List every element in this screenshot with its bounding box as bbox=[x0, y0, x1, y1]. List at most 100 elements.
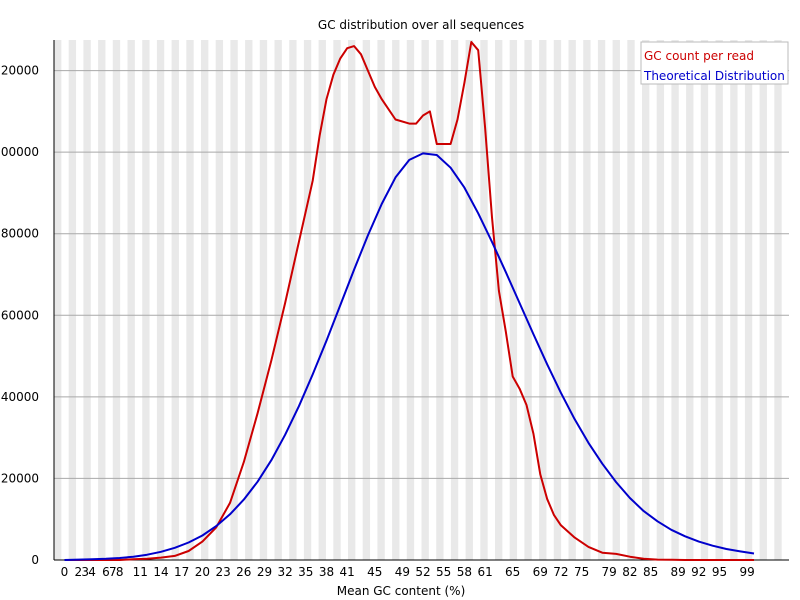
stripe bbox=[377, 40, 385, 560]
stripe bbox=[671, 40, 679, 560]
stripe bbox=[112, 40, 121, 560]
stripe bbox=[495, 40, 503, 560]
x-tick-label: 14 bbox=[153, 565, 168, 579]
x-tick-label: 8 bbox=[116, 565, 124, 579]
x-tick-label: 79 bbox=[602, 565, 617, 579]
stripe bbox=[568, 40, 576, 560]
y-tick-label: 80000 bbox=[1, 227, 39, 241]
stripe bbox=[142, 40, 150, 560]
legend-box bbox=[640, 41, 789, 85]
x-tick-label: 17 bbox=[174, 565, 189, 579]
x-tick-label: 82 bbox=[622, 565, 637, 579]
legend: GC count per read Theoretical Distributi… bbox=[640, 41, 789, 85]
stripe bbox=[700, 40, 709, 560]
stripe bbox=[289, 40, 297, 560]
x-tick-label: 3 bbox=[81, 565, 89, 579]
y-tick-label: 40000 bbox=[1, 390, 39, 404]
y-tick-label: 120000 bbox=[0, 64, 39, 78]
x-tick-label: 41 bbox=[340, 565, 355, 579]
x-tick-label: 99 bbox=[739, 565, 754, 579]
x-tick-label: 65 bbox=[505, 565, 520, 579]
stripe bbox=[171, 40, 179, 560]
stripe bbox=[333, 40, 341, 560]
stripe bbox=[509, 40, 518, 560]
legend-item-theoretical: Theoretical Distribution bbox=[643, 69, 785, 83]
stripe bbox=[156, 40, 165, 560]
series-line-gc-count bbox=[64, 41, 754, 561]
x-tick-label: 32 bbox=[277, 565, 292, 579]
stripe bbox=[715, 40, 723, 560]
stripe bbox=[303, 40, 312, 560]
series-line-theoretical bbox=[64, 152, 755, 561]
x-tick-label: 29 bbox=[257, 565, 272, 579]
x-tick-label: 35 bbox=[298, 565, 313, 579]
x-tick-label: 7 bbox=[109, 565, 117, 579]
x-tick-label: 55 bbox=[436, 565, 451, 579]
x-tick-label: 75 bbox=[574, 565, 589, 579]
stripe bbox=[450, 40, 459, 560]
stripe bbox=[98, 40, 106, 560]
x-tick-label: 45 bbox=[367, 565, 382, 579]
stripe bbox=[348, 40, 356, 560]
stripe bbox=[553, 40, 562, 560]
y-tick-label: 60000 bbox=[1, 308, 39, 322]
x-tick-label: 2 bbox=[74, 565, 82, 579]
stripe bbox=[421, 40, 429, 560]
x-tick-label: 52 bbox=[415, 565, 430, 579]
stripe bbox=[245, 40, 253, 560]
x-tick-label: 11 bbox=[133, 565, 148, 579]
legend-item-gc-count: GC count per read bbox=[644, 49, 754, 63]
x-tick-label: 38 bbox=[319, 565, 334, 579]
background-stripes bbox=[54, 40, 782, 560]
x-tick-label: 92 bbox=[691, 565, 706, 579]
stripe bbox=[83, 40, 91, 560]
stripe bbox=[583, 40, 591, 560]
stripe bbox=[392, 40, 400, 560]
y-tick-label: 20000 bbox=[1, 471, 39, 485]
stripe bbox=[186, 40, 194, 560]
x-tick-label: 85 bbox=[643, 565, 658, 579]
y-tick-labels: 0 20000 40000 60000 80000 100000 120000 bbox=[0, 64, 39, 567]
y-tick-label: 100000 bbox=[0, 145, 39, 159]
stripe bbox=[759, 40, 767, 560]
x-tick-label: 4 bbox=[88, 565, 96, 579]
stripe bbox=[480, 40, 488, 560]
stripe bbox=[68, 40, 77, 560]
x-tick-label: 69 bbox=[533, 565, 548, 579]
stripe bbox=[465, 40, 473, 560]
x-tick-label: 6 bbox=[102, 565, 110, 579]
stripe bbox=[612, 40, 620, 560]
chart-title: GC distribution over all sequences bbox=[318, 18, 524, 32]
stripe bbox=[686, 40, 694, 560]
x-tick-label: 23 bbox=[215, 565, 230, 579]
stripe bbox=[230, 40, 238, 560]
stripe bbox=[318, 40, 326, 560]
x-tick-label: 95 bbox=[712, 565, 727, 579]
x-tick-label: 49 bbox=[395, 565, 410, 579]
x-tick-label: 58 bbox=[457, 565, 472, 579]
x-axis-label: Mean GC content (%) bbox=[337, 584, 466, 598]
stripe bbox=[274, 40, 282, 560]
stripe bbox=[524, 40, 532, 560]
x-tick-labels: 0 2 3 4 6 7 8 11 14 17 20 23 26 29 32 35 38 41 45 49 52 55 58 6… bbox=[61, 565, 755, 579]
x-tick-label: 20 bbox=[195, 565, 210, 579]
stripe bbox=[54, 40, 62, 560]
stripe bbox=[642, 40, 650, 560]
stripe bbox=[362, 40, 371, 560]
stripe bbox=[201, 40, 209, 560]
y-tick-label: 0 bbox=[31, 553, 39, 567]
stripe bbox=[597, 40, 606, 560]
stripe bbox=[406, 40, 415, 560]
x-tick-label: 61 bbox=[477, 565, 492, 579]
stripe bbox=[744, 40, 753, 560]
stripe bbox=[730, 40, 738, 560]
stripe bbox=[539, 40, 547, 560]
x-tick-label: 89 bbox=[671, 565, 686, 579]
horizontal-gridlines bbox=[54, 70, 789, 479]
x-tick-label: 26 bbox=[236, 565, 251, 579]
stripe bbox=[259, 40, 268, 560]
stripe bbox=[127, 40, 135, 560]
stripe bbox=[436, 40, 444, 560]
x-tick-label: 0 bbox=[61, 565, 69, 579]
